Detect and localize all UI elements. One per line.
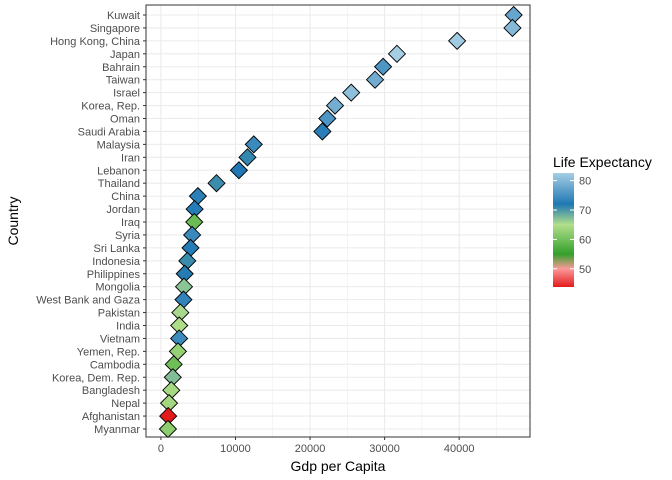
x-tick-label: 30000: [369, 443, 400, 455]
y-tick-label: Kuwait: [107, 10, 140, 22]
y-tick-label: Singapore: [90, 23, 140, 35]
data-point: [365, 70, 385, 89]
grid-minor: [197, 5, 497, 437]
y-tick-label: Jordan: [106, 204, 140, 216]
y-tick-label: Vietnam: [100, 333, 140, 345]
data-point: [325, 96, 345, 115]
legend-tick-label: 70: [579, 205, 591, 217]
data-point: [244, 135, 263, 154]
legend-tick-label: 60: [579, 234, 591, 246]
y-tick-label: West Bank and Gaza: [36, 295, 141, 307]
y-tick-label: Yemen, Rep.: [77, 346, 140, 358]
data-point: [313, 122, 332, 141]
x-tick-label: 20000: [295, 443, 326, 455]
legend-colorbar: [553, 173, 574, 287]
data-point: [447, 31, 467, 51]
data-point: [373, 57, 393, 76]
y-tick-label: Syria: [115, 230, 141, 242]
y-tick-label: Bahrain: [102, 62, 140, 74]
data-points: [158, 5, 523, 439]
data-point: [342, 83, 361, 102]
data-point: [207, 174, 226, 193]
y-tick-label: Japan: [110, 49, 140, 61]
x-tick-label: 0: [158, 443, 164, 455]
legend-title: Life Expectancy: [553, 154, 652, 170]
y-tick-label: Taiwan: [106, 75, 140, 87]
y-tick-label: Myanmar: [94, 424, 140, 436]
x-tick-label: 10000: [220, 443, 251, 455]
plot-border: [145, 4, 531, 438]
y-tick-label: China: [111, 191, 141, 203]
legend-ticks: 50 60 70 80: [553, 176, 591, 276]
y-tick-label: Indonesia: [92, 256, 141, 268]
y-tick-label: Malaysia: [97, 139, 141, 151]
y-tick-label: Korea, Rep.: [81, 101, 140, 113]
y-tick-label: Bangladesh: [82, 385, 140, 397]
x-axis-title: Gdp per Capita: [291, 458, 386, 474]
data-point: [238, 148, 257, 167]
grid-major: [146, 5, 530, 437]
y-tick-label: Hong Kong, China: [50, 36, 141, 48]
y-tick-label: Iran: [121, 152, 140, 164]
data-point: [503, 18, 522, 38]
y-tick-label: Mongolia: [95, 282, 141, 294]
y-tick-label: Cambodia: [90, 359, 141, 371]
y-tick-label: Pakistan: [98, 308, 140, 320]
y-tick-label: Philippines: [87, 269, 141, 281]
y-tick-label: Sri Lanka: [94, 243, 141, 255]
y-tick-label: Nepal: [111, 398, 140, 410]
x-axis: 0 10000 20000 30000 40000: [158, 437, 475, 455]
legend-tick-label: 50: [579, 264, 591, 276]
y-tick-label: Saudi Arabia: [78, 126, 141, 138]
y-tick-label: Afghanistan: [82, 411, 140, 423]
y-axis-title: Country: [5, 196, 21, 245]
y-tick-label: Oman: [110, 114, 140, 126]
legend: Life Expectancy 50 60 70 80: [553, 154, 652, 287]
legend-tick-label: 80: [579, 176, 591, 188]
y-tick-label: Lebanon: [97, 165, 140, 177]
y-tick-label: Korea, Dem. Rep.: [52, 372, 140, 384]
y-tick-label: Israel: [113, 88, 140, 100]
y-tick-label: Thailand: [98, 178, 140, 190]
x-tick-label: 40000: [444, 443, 475, 455]
y-tick-label: India: [116, 321, 141, 333]
data-point: [387, 44, 407, 63]
y-tick-label: Iraq: [121, 217, 140, 229]
plot-panel: [146, 5, 530, 437]
data-point: [229, 161, 249, 180]
data-point: [318, 109, 337, 128]
